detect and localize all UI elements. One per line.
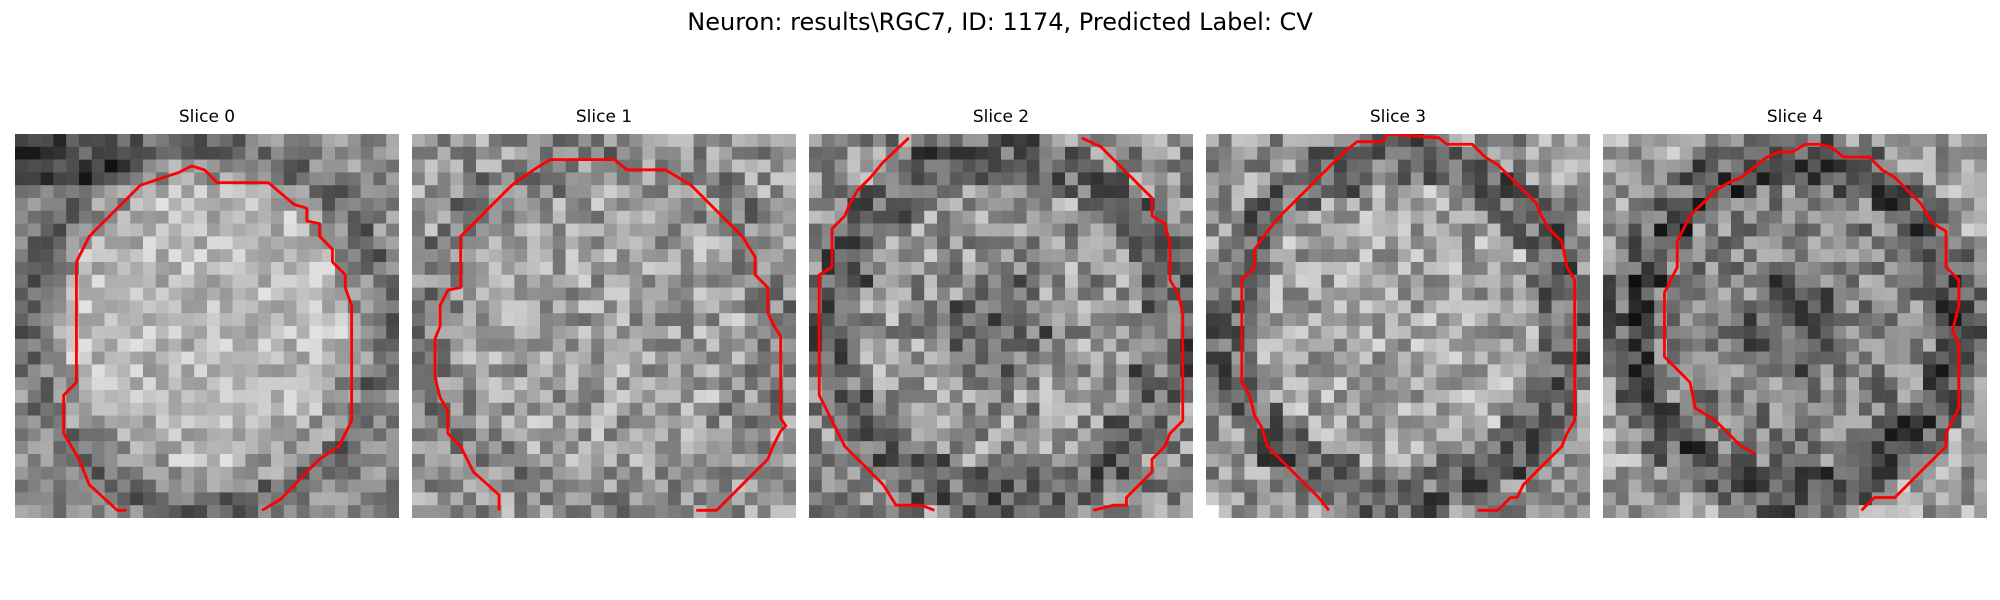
- slice-panel-4: Slice 4: [1603, 107, 1987, 518]
- slice-title-4: Slice 4: [1766, 107, 1824, 127]
- slice-image-0: [15, 134, 399, 518]
- slice-panel-0: Slice 0: [15, 107, 399, 518]
- slice-title-2: Slice 2: [972, 107, 1030, 127]
- slice-panel-1: Slice 1: [412, 107, 796, 518]
- slice-panel-2: Slice 2: [809, 107, 1193, 518]
- slice-image-1: [412, 134, 796, 518]
- slice-image-4: [1603, 134, 1987, 518]
- cell-outline: [1240, 134, 1577, 512]
- slice-title-0: Slice 0: [178, 107, 236, 127]
- slice-title-1: Slice 1: [575, 107, 633, 127]
- slice-image-3: [1206, 134, 1590, 518]
- cell-outline: [62, 164, 354, 512]
- figure-title: Neuron: results\RGC7, ID: 1174, Predicte…: [687, 8, 1313, 36]
- cell-outline: [433, 158, 788, 512]
- slice-title-3: Slice 3: [1369, 107, 1427, 127]
- slice-image-2: [809, 134, 1193, 518]
- cell-outline: [817, 136, 935, 512]
- slice-panel-3: Slice 3: [1206, 107, 1590, 518]
- cell-outline: [1081, 136, 1185, 512]
- cell-outline: [1663, 142, 1961, 512]
